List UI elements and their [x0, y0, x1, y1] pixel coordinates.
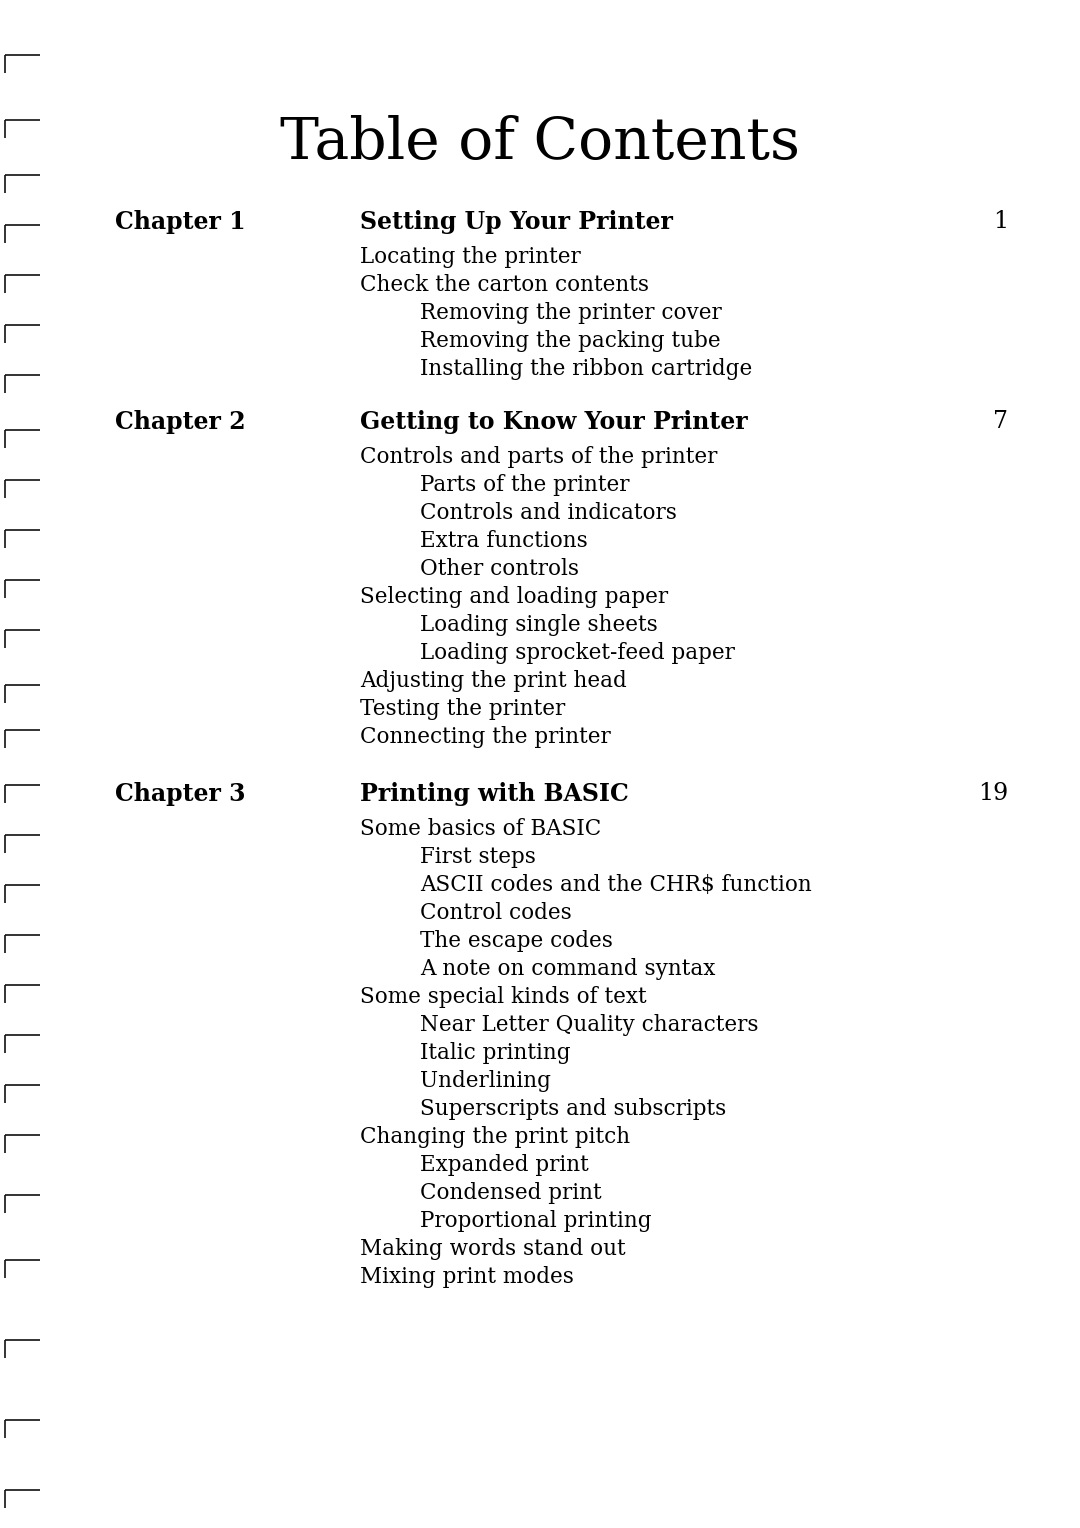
Text: 19: 19	[977, 782, 1008, 805]
Text: 7: 7	[993, 410, 1008, 432]
Text: The escape codes: The escape codes	[420, 931, 612, 952]
Text: Controls and parts of the printer: Controls and parts of the printer	[360, 446, 717, 468]
Text: Setting Up Your Printer: Setting Up Your Printer	[360, 209, 673, 234]
Text: Proportional printing: Proportional printing	[420, 1210, 651, 1232]
Text: Removing the packing tube: Removing the packing tube	[420, 330, 720, 351]
Text: Table of Contents: Table of Contents	[280, 115, 800, 171]
Text: Loading sprocket-feed paper: Loading sprocket-feed paper	[420, 642, 734, 665]
Text: Expanded print: Expanded print	[420, 1154, 589, 1177]
Text: Near Letter Quality characters: Near Letter Quality characters	[420, 1015, 758, 1036]
Text: Parts of the printer: Parts of the printer	[420, 474, 630, 497]
Text: Some basics of BASIC: Some basics of BASIC	[360, 817, 602, 840]
Text: Mixing print modes: Mixing print modes	[360, 1267, 573, 1288]
Text: Getting to Know Your Printer: Getting to Know Your Printer	[360, 410, 747, 434]
Text: 1: 1	[993, 209, 1008, 232]
Text: Check the carton contents: Check the carton contents	[360, 274, 649, 296]
Text: Other controls: Other controls	[420, 558, 579, 581]
Text: Selecting and loading paper: Selecting and loading paper	[360, 587, 669, 608]
Text: Extra functions: Extra functions	[420, 530, 588, 552]
Text: Connecting the printer: Connecting the printer	[360, 726, 611, 749]
Text: Underlining: Underlining	[420, 1070, 551, 1093]
Text: Superscripts and subscripts: Superscripts and subscripts	[420, 1099, 726, 1120]
Text: Making words stand out: Making words stand out	[360, 1238, 625, 1261]
Text: Adjusting the print head: Adjusting the print head	[360, 669, 626, 692]
Text: A note on command syntax: A note on command syntax	[420, 958, 715, 979]
Text: Italic printing: Italic printing	[420, 1042, 570, 1063]
Text: Printing with BASIC: Printing with BASIC	[360, 782, 629, 805]
Text: First steps: First steps	[420, 847, 536, 868]
Text: Some special kinds of text: Some special kinds of text	[360, 986, 647, 1008]
Text: Testing the printer: Testing the printer	[360, 698, 565, 720]
Text: Controls and indicators: Controls and indicators	[420, 503, 677, 524]
Text: Control codes: Control codes	[420, 902, 571, 924]
Text: Chapter 1: Chapter 1	[114, 209, 245, 234]
Text: Loading single sheets: Loading single sheets	[420, 614, 658, 636]
Text: Locating the printer: Locating the printer	[360, 246, 581, 267]
Text: ASCII codes and the CHR$ function: ASCII codes and the CHR$ function	[420, 874, 812, 895]
Text: Changing the print pitch: Changing the print pitch	[360, 1126, 630, 1148]
Text: Installing the ribbon cartridge: Installing the ribbon cartridge	[420, 358, 753, 380]
Text: Chapter 3: Chapter 3	[114, 782, 245, 805]
Text: Condensed print: Condensed print	[420, 1183, 602, 1204]
Text: Removing the printer cover: Removing the printer cover	[420, 303, 721, 324]
Text: Chapter 2: Chapter 2	[114, 410, 245, 434]
